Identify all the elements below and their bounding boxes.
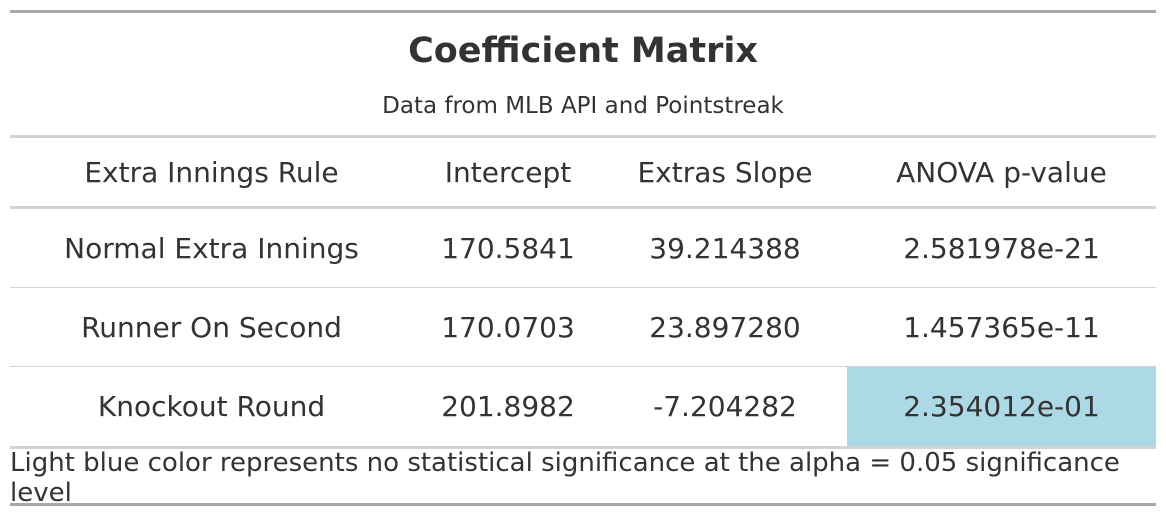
table-row: Normal Extra Innings 170.5841 39.214388 … xyxy=(10,209,1156,287)
cell-rule: Runner On Second xyxy=(81,310,342,344)
coefficient-table: Coefficient Matrix Data from MLB API and… xyxy=(10,10,1156,508)
cell-rule: Knockout Round xyxy=(97,390,326,423)
cell-intercept: 170.5841 xyxy=(441,231,575,265)
cell-pvalue-highlighted: 2.354012e-01 xyxy=(847,367,1156,446)
header-bottom-rule xyxy=(10,206,1156,209)
table-title: Coefficient Matrix xyxy=(408,31,758,71)
cell-intercept: 170.0703 xyxy=(441,310,575,344)
cell-slope: 39.214388 xyxy=(649,231,801,265)
header-top-rule xyxy=(10,135,1156,138)
table-footnote: Light blue color represents no statistic… xyxy=(10,448,1120,508)
table-row: Knockout Round 201.8982 -7.204282 2.3540… xyxy=(10,367,1156,446)
cell-slope: 23.897280 xyxy=(649,310,801,344)
table-subtitle: Data from MLB API and Pointstreak xyxy=(382,93,784,119)
row-divider xyxy=(10,287,1156,288)
column-header-intercept: Intercept xyxy=(444,155,572,189)
cell-slope: -7.204282 xyxy=(653,390,797,423)
body-bottom-rule xyxy=(10,446,1156,449)
column-header-pvalue: ANOVA p-value xyxy=(896,155,1107,189)
cell-pvalue: 1.457365e-11 xyxy=(903,310,1100,344)
column-header-rule: Extra Innings Rule xyxy=(84,155,339,189)
table-row: Runner On Second 170.0703 23.897280 1.45… xyxy=(10,288,1156,366)
cell-rule: Normal Extra Innings xyxy=(64,231,359,265)
row-divider xyxy=(10,366,1156,367)
cell-intercept: 201.8982 xyxy=(441,390,575,423)
header-row: Extra Innings Rule Intercept Extras Slop… xyxy=(10,138,1156,206)
cell-pvalue: 2.581978e-21 xyxy=(903,231,1100,265)
column-header-slope: Extras Slope xyxy=(637,155,813,189)
